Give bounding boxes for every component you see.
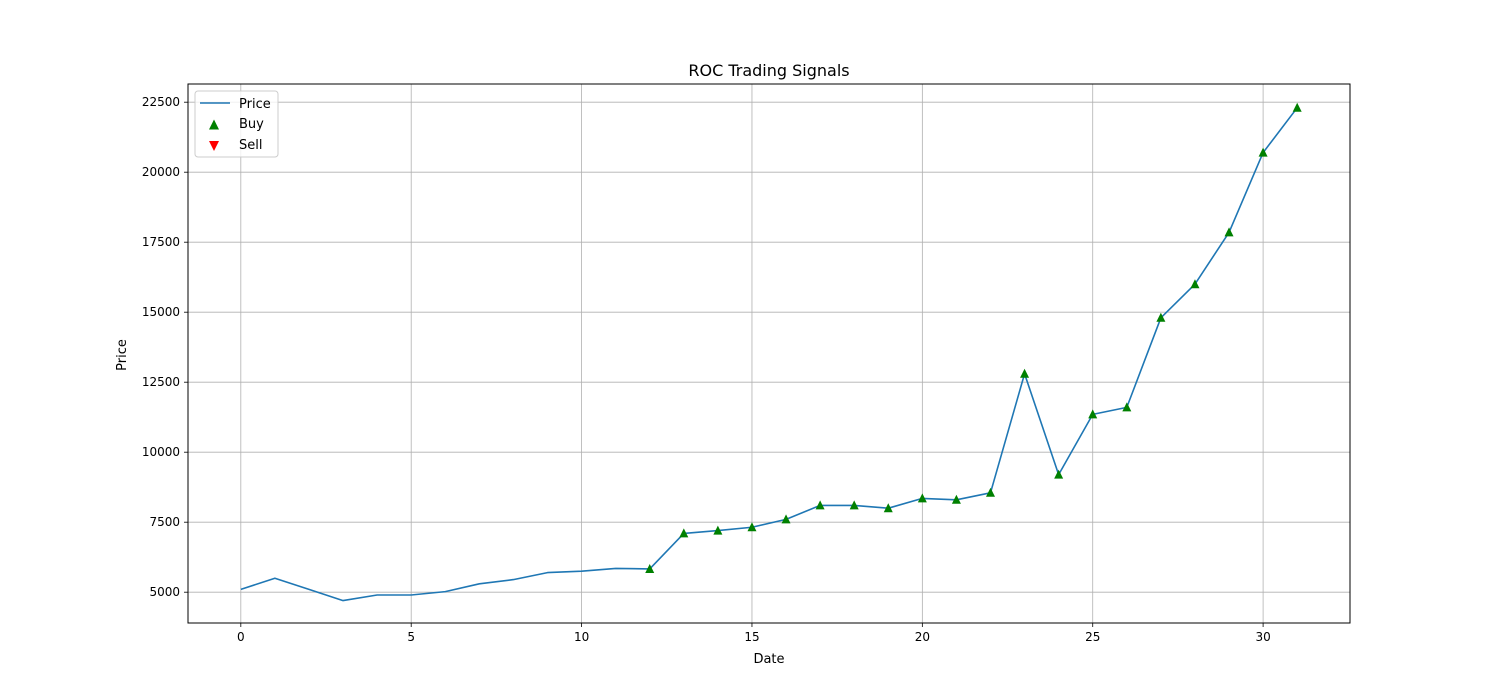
buy-marker bbox=[951, 494, 961, 504]
y-tick-label: 15000 bbox=[142, 305, 180, 319]
price-series bbox=[240, 107, 1298, 602]
grid-lines bbox=[188, 84, 1350, 623]
buy-marker bbox=[679, 528, 689, 538]
y-axis-label: Price bbox=[115, 339, 130, 371]
y-tick-label: 17500 bbox=[142, 235, 180, 249]
legend-buy-label: Buy bbox=[239, 117, 264, 132]
signal-markers bbox=[645, 102, 1302, 573]
x-tick-label: 25 bbox=[1085, 630, 1100, 644]
y-tick-label: 5000 bbox=[149, 585, 180, 599]
plot-frame bbox=[187, 83, 1351, 624]
chart-title: ROC Trading Signals bbox=[688, 61, 849, 80]
buy-marker bbox=[1122, 402, 1132, 412]
y-axis-ticks: 5000 7500 10000 12500 15000 17500 20000 22500 bbox=[142, 95, 188, 599]
buy-marker bbox=[645, 563, 655, 573]
legend-price-label: Price bbox=[239, 97, 271, 112]
buy-marker bbox=[1190, 279, 1200, 289]
y-tick-label: 12500 bbox=[142, 375, 180, 389]
legend-sell-swatch bbox=[209, 141, 219, 151]
x-axis-label: Date bbox=[753, 652, 784, 667]
buy-marker bbox=[1224, 227, 1234, 237]
legend-box bbox=[194, 90, 279, 158]
buy-marker bbox=[1020, 368, 1030, 378]
buy-marker bbox=[883, 503, 893, 513]
legend-buy-swatch bbox=[209, 119, 219, 130]
x-tick-label: 0 bbox=[237, 630, 245, 644]
buy-marker bbox=[985, 487, 995, 497]
y-tick-label: 10000 bbox=[142, 445, 180, 459]
legend-sell-label: Sell bbox=[239, 138, 262, 153]
buy-marker bbox=[781, 514, 791, 524]
buy-marker bbox=[1156, 312, 1166, 322]
plot-background bbox=[188, 84, 1350, 623]
y-tick-label: 22500 bbox=[142, 95, 180, 109]
x-tick-label: 10 bbox=[574, 630, 589, 644]
buy-marker bbox=[713, 525, 723, 535]
buy-marker bbox=[1088, 409, 1098, 419]
x-tick-label: 20 bbox=[915, 630, 930, 644]
buy-marker bbox=[917, 493, 927, 503]
y-tick-label: 20000 bbox=[142, 165, 180, 179]
buy-marker bbox=[747, 522, 757, 532]
buy-marker bbox=[815, 500, 825, 510]
legend: Price Buy Sell bbox=[194, 90, 279, 158]
x-tick-label: 5 bbox=[407, 630, 415, 644]
buy-marker bbox=[849, 500, 859, 510]
y-tick-label: 7500 bbox=[149, 515, 180, 529]
buy-marker bbox=[1054, 469, 1064, 479]
buy-marker bbox=[1292, 102, 1302, 112]
x-tick-label: 30 bbox=[1255, 630, 1270, 644]
price-line bbox=[240, 107, 1298, 602]
x-axis-ticks: 0 5 10 15 20 25 30 bbox=[237, 623, 1271, 644]
x-tick-label: 15 bbox=[744, 630, 759, 644]
buy-marker bbox=[1258, 147, 1268, 157]
